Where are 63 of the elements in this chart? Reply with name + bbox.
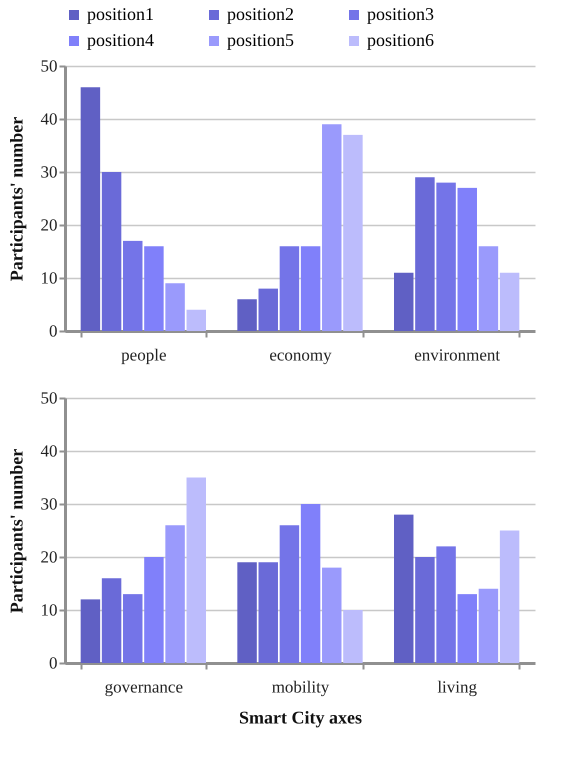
x-axis-title: Smart City axes xyxy=(239,708,362,728)
y-tick-label: 10 xyxy=(40,268,58,288)
y-axis-title: Participants' number xyxy=(6,116,26,282)
x-tick-label: living xyxy=(437,678,478,696)
bar xyxy=(80,599,100,663)
bar xyxy=(394,514,414,663)
y-tick-label: 0 xyxy=(49,654,58,672)
y-tick-label: 20 xyxy=(40,216,58,234)
bar xyxy=(237,299,257,331)
bar xyxy=(500,272,520,331)
bar xyxy=(165,283,185,331)
x-tick-label: people xyxy=(121,346,166,364)
bar xyxy=(237,562,257,663)
bar xyxy=(478,246,498,331)
y-tick-label: 20 xyxy=(40,548,58,566)
bar xyxy=(165,525,185,663)
legend-label: position4 xyxy=(87,30,154,50)
bar xyxy=(415,557,435,663)
bar xyxy=(258,288,278,331)
y-tick-label: 30 xyxy=(40,162,58,182)
bar xyxy=(415,177,435,331)
legend-label: position3 xyxy=(367,4,434,24)
legend-label: position5 xyxy=(227,30,294,50)
legend-label: position6 xyxy=(367,30,434,50)
bar xyxy=(102,578,122,663)
bar xyxy=(123,240,142,331)
bar xyxy=(258,562,278,663)
bar xyxy=(458,188,477,331)
bar xyxy=(300,504,320,663)
bar xyxy=(102,172,122,331)
bar xyxy=(80,87,100,331)
bar xyxy=(280,246,300,331)
y-tick-label: 10 xyxy=(40,600,58,620)
bar xyxy=(478,588,498,663)
legend-label: position2 xyxy=(227,4,294,24)
bar xyxy=(458,594,477,663)
y-tick-label: 0 xyxy=(49,322,58,340)
y-tick-label: 40 xyxy=(40,442,58,460)
bar xyxy=(322,568,342,663)
legend-label: position1 xyxy=(87,4,154,24)
bar xyxy=(144,557,164,663)
y-tick-label: 30 xyxy=(40,494,58,514)
bar xyxy=(343,134,363,331)
bar xyxy=(144,246,164,331)
bar xyxy=(394,272,414,331)
y-tick-label: 40 xyxy=(40,110,58,128)
bar xyxy=(343,610,363,663)
bar xyxy=(322,124,342,331)
bar xyxy=(186,478,206,663)
y-tick-label: 50 xyxy=(40,56,58,76)
x-tick-label: environment xyxy=(414,346,500,364)
x-tick-label: economy xyxy=(269,346,332,364)
x-tick-label: mobility xyxy=(272,678,330,696)
x-tick-label: governance xyxy=(104,678,184,696)
bar xyxy=(500,530,520,663)
bar xyxy=(300,246,320,331)
bar xyxy=(436,182,456,331)
bar xyxy=(436,546,456,663)
bar xyxy=(123,594,142,663)
y-tick-label: 50 xyxy=(40,388,58,408)
y-axis-title: Participants' number xyxy=(6,448,26,614)
bar xyxy=(280,525,300,663)
bar xyxy=(186,310,206,331)
